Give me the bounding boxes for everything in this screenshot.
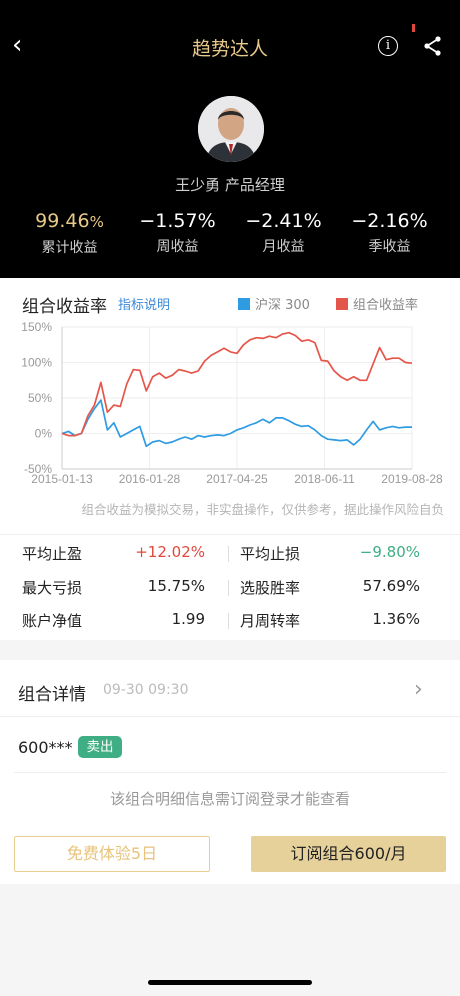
series-line-hs300 xyxy=(61,399,412,448)
stat-month-return: −2.41% 月收益 xyxy=(226,208,341,256)
metric-value: 57.69% xyxy=(362,577,420,595)
stat-total-return: 99.46% 累计收益 xyxy=(12,208,127,257)
x-tick-label: 2019-08-28 xyxy=(381,472,443,486)
metrics-row: 平均止盈 +12.02% 平均止损 −9.80% xyxy=(0,539,460,569)
legend-item-hs300: 沪深 300 xyxy=(238,294,310,313)
y-tick-label: 50% xyxy=(28,391,52,405)
x-tick-label: 2017-04-25 xyxy=(206,472,268,486)
metrics-card: 平均止盈 +12.02% 平均止损 −9.80% 最大亏损 15.75% 选股胜… xyxy=(0,534,460,640)
divider xyxy=(0,716,460,717)
legend-label: 沪深 300 xyxy=(255,298,310,313)
stat-label: 季收益 xyxy=(368,239,411,255)
x-tick-label: 2015-01-13 xyxy=(31,472,93,486)
header-panel: ‹ 趋势达人 i 王少勇 产品经理 99.46% 累计收益 xyxy=(0,0,460,278)
metric-label: 选股胜率 xyxy=(240,579,301,597)
divider xyxy=(228,580,229,596)
metric-value: 1.99 xyxy=(171,610,205,628)
stat-value: 99.46 xyxy=(35,210,90,232)
metric-value: +12.02% xyxy=(135,543,205,561)
metric-label: 平均止损 xyxy=(240,545,301,563)
stat-value: −2.16% xyxy=(351,210,428,232)
share-icon[interactable] xyxy=(423,35,443,57)
divider xyxy=(14,772,446,773)
y-tick-label: 150% xyxy=(21,320,52,334)
avatar xyxy=(198,96,264,162)
metric-value: 1.36% xyxy=(372,610,420,628)
metric-label: 平均止盈 xyxy=(22,545,83,563)
series-line-portfolio xyxy=(61,331,413,437)
metric-label: 最大亏损 xyxy=(22,579,83,597)
indicator-help-link[interactable]: 指标说明 xyxy=(118,298,171,313)
divider xyxy=(228,613,229,629)
free-trial-button[interactable]: 免费体验5日 xyxy=(14,836,210,872)
back-arrow-icon[interactable]: ‹ xyxy=(12,30,23,60)
legend-swatch xyxy=(238,298,250,310)
y-tick-label: 100% xyxy=(21,356,52,370)
manager-name: 王少勇 产品经理 xyxy=(175,176,285,194)
notification-dot xyxy=(412,24,415,32)
detail-title[interactable]: 组合详情 xyxy=(18,685,86,705)
y-tick-label: 0% xyxy=(35,427,53,441)
stat-unit: % xyxy=(89,213,104,231)
disclaimer-note: 组合收益为模拟交易，非实盘操作，仅供参考，据此操作风险自负 xyxy=(81,502,444,517)
page-title: 趋势达人 xyxy=(191,38,268,60)
metric-label: 月周转率 xyxy=(240,612,301,630)
subscribe-button[interactable]: 订阅组合600/月 xyxy=(251,836,446,872)
stat-label: 月收益 xyxy=(262,239,305,255)
locked-notice: 该组合明细信息需订阅登录才能查看 xyxy=(109,790,350,808)
divider xyxy=(228,546,229,562)
stat-label: 累计收益 xyxy=(41,240,98,256)
detail-time: 09-30 09:30 xyxy=(103,682,189,698)
metric-value: −9.80% xyxy=(359,543,420,561)
stat-quarter-return: −2.16% 季收益 xyxy=(332,208,447,256)
info-icon[interactable]: i xyxy=(378,36,398,56)
metrics-row: 最大亏损 15.75% 选股胜率 57.69% xyxy=(0,573,460,603)
y-tick-label: -50% xyxy=(24,462,52,476)
metric-label: 账户净值 xyxy=(22,612,83,630)
legend-label: 组合收益率 xyxy=(353,298,419,313)
chart-title: 组合收益率 xyxy=(22,297,107,317)
stock-code: 600*** xyxy=(18,738,73,757)
sell-badge: 卖出 xyxy=(78,736,122,758)
stat-value: −1.57% xyxy=(139,210,216,232)
x-tick-label: 2016-01-28 xyxy=(119,472,181,486)
legend-item-portfolio: 组合收益率 xyxy=(336,294,418,313)
portfolio-detail-card: 组合详情 09-30 09:30 › 600*** 卖出 该组合明细信息需订阅登… xyxy=(0,660,460,884)
x-tick-label: 2018-06-11 xyxy=(294,472,355,486)
metric-value: 15.75% xyxy=(147,577,205,595)
legend-swatch xyxy=(336,298,348,310)
home-indicator xyxy=(148,980,312,985)
stat-week-return: −1.57% 周收益 xyxy=(120,208,235,256)
stat-label: 周收益 xyxy=(156,239,199,255)
stat-value: −2.41% xyxy=(245,210,322,232)
metrics-row: 账户净值 1.99 月周转率 1.36% xyxy=(0,606,460,636)
chart-card: 组合收益率 指标说明 沪深 300 组合收益率 150% 100% 50% 0% -50… xyxy=(0,278,460,534)
chevron-right-icon[interactable]: › xyxy=(414,677,423,702)
return-line-chart: 150% 100% 50% 0% -50%2015-01-13 2016-01-28 201… xyxy=(21,320,443,486)
